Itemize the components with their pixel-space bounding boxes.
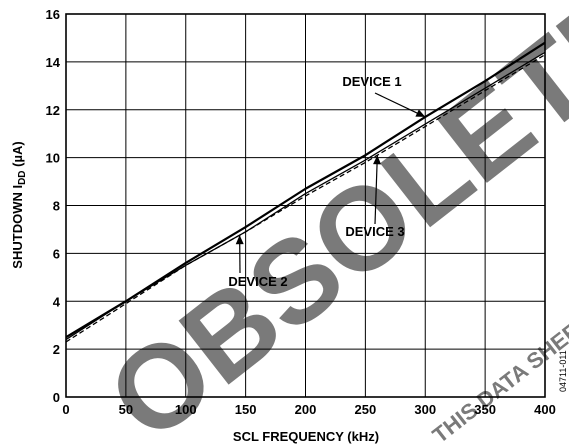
y-axis-title: SHUTDOWN IDD (µA) bbox=[10, 141, 28, 268]
x-tick-label: 250 bbox=[355, 402, 377, 417]
y-tick-label: 14 bbox=[46, 55, 61, 70]
x-tick-label: 200 bbox=[295, 402, 317, 417]
y-axis-title-unit: (µA) bbox=[10, 141, 25, 170]
y-tick-label: 8 bbox=[53, 199, 60, 214]
x-tick-label: 150 bbox=[235, 402, 257, 417]
annotation-arrow-line bbox=[374, 155, 378, 225]
x-tick-label: 50 bbox=[119, 402, 133, 417]
annotations: DEVICE 1 DEVICE 3 DEVICE 2 bbox=[228, 74, 426, 289]
y-axis-title-sub: DD bbox=[17, 170, 28, 184]
annotation-arrowhead bbox=[235, 235, 244, 245]
obsolete-watermark: OBSOLETE THIS DATA SHEET bbox=[85, 0, 569, 446]
series-lines bbox=[65, 41, 546, 343]
y-tick-label: 0 bbox=[53, 390, 60, 405]
x-tick-label: 400 bbox=[534, 402, 556, 417]
figure-id: 04711-011 bbox=[558, 350, 568, 392]
x-tick-label: 300 bbox=[414, 402, 436, 417]
x-tick-label: 100 bbox=[175, 402, 197, 417]
x-tick-label: 0 bbox=[62, 402, 69, 417]
annotation-arrowhead bbox=[415, 109, 426, 117]
tick-labels: 0 50 100 150 200 250 300 350 400 0 2 4 6 8 10 12 14 16 bbox=[46, 7, 556, 417]
grid bbox=[65, 13, 546, 398]
y-tick-label: 12 bbox=[46, 103, 60, 118]
annotation-label: DEVICE 3 bbox=[345, 224, 404, 239]
x-axis-title: SCL FREQUENCY (kHz) bbox=[233, 429, 379, 444]
annotation-label: DEVICE 2 bbox=[228, 274, 287, 289]
annotation-arrowhead bbox=[373, 155, 382, 165]
series-line-device-3 bbox=[65, 54, 546, 343]
watermark-small: THIS DATA SHEET bbox=[428, 309, 569, 446]
series-line-device-1 bbox=[65, 41, 546, 339]
series-line-device-2 bbox=[65, 51, 546, 341]
annotation-arrow-line bbox=[374, 92, 426, 118]
x-tick-label: 350 bbox=[474, 402, 496, 417]
y-axis-title-main: SHUTDOWN I bbox=[10, 185, 25, 269]
annotation-label: DEVICE 1 bbox=[342, 74, 401, 89]
y-tick-label: 10 bbox=[46, 151, 60, 166]
y-tick-label: 2 bbox=[53, 342, 60, 357]
y-tick-label: 16 bbox=[46, 7, 60, 22]
plot-frame bbox=[65, 13, 546, 398]
y-tick-label: 4 bbox=[53, 294, 61, 309]
y-tick-label: 6 bbox=[53, 246, 60, 261]
